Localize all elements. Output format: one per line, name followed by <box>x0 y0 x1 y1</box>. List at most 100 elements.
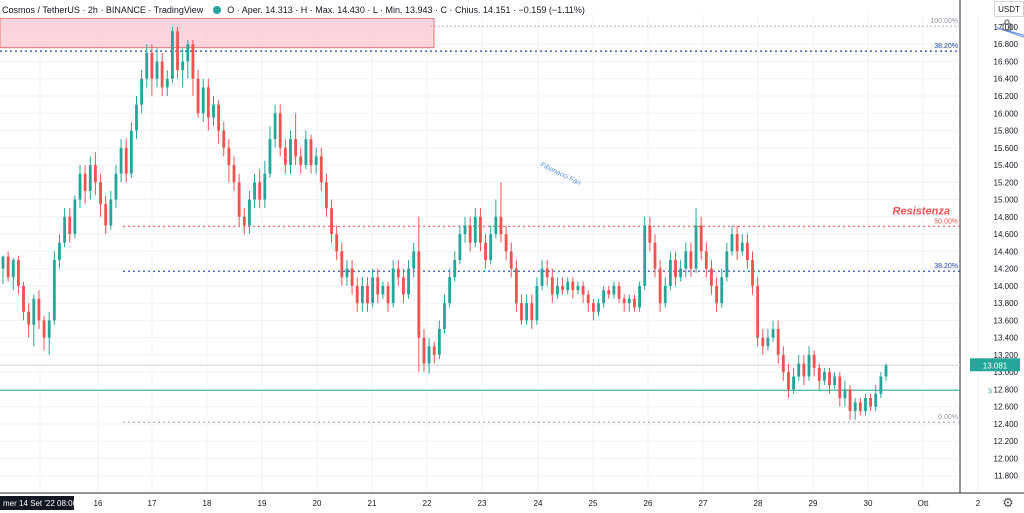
candle-body <box>104 203 108 226</box>
candle-body <box>468 225 472 243</box>
x-tick-label: 27 <box>699 499 708 508</box>
y-tick-label: 15.000 <box>994 196 1019 205</box>
chart-header: Cosmos / TetherUS · 2h · BINANCE · Tradi… <box>2 2 585 18</box>
candle-body <box>663 285 667 304</box>
candle-body <box>63 216 67 243</box>
candle-body <box>325 182 328 209</box>
lock-icon[interactable] <box>1000 18 1014 32</box>
support-tag: 3 <box>988 388 992 395</box>
candle-body <box>869 398 873 407</box>
candle-body <box>212 104 215 118</box>
candle-body <box>484 242 487 260</box>
y-tick-label: 17.000 <box>994 23 1019 32</box>
candle-body <box>504 234 508 252</box>
candle-body <box>181 61 185 71</box>
candle-body <box>355 285 359 304</box>
candle-body <box>740 242 744 252</box>
candle-body <box>330 208 333 235</box>
candle-body <box>792 376 796 390</box>
candle-body <box>73 199 77 235</box>
candle-body <box>853 402 857 412</box>
candle-body <box>16 259 20 286</box>
candle-body <box>140 78 144 105</box>
x-tick-label: 21 <box>368 499 377 508</box>
candle-body <box>720 277 724 304</box>
candle-body <box>509 251 513 269</box>
candle-body <box>848 389 852 412</box>
y-tick-label: 16.800 <box>994 40 1019 49</box>
candle-body <box>201 87 205 114</box>
x-tick-label: 28 <box>754 499 763 508</box>
candle-body <box>458 234 462 260</box>
candle-body <box>725 251 729 278</box>
candle-body <box>52 259 56 321</box>
candle-body <box>766 337 770 347</box>
candle-body <box>119 147 123 174</box>
candle-body <box>797 363 801 377</box>
y-tick-label: 12.400 <box>994 420 1019 429</box>
candle-body <box>109 199 113 226</box>
candle-body <box>99 182 102 204</box>
candle-body <box>710 268 713 286</box>
candle-body <box>884 365 888 377</box>
candle-body <box>668 259 672 286</box>
settings-icon[interactable]: ⚙ <box>1002 495 1014 510</box>
candle-body <box>93 165 97 183</box>
candle-body <box>350 268 354 286</box>
x-tick-label: 16 <box>94 499 103 508</box>
candle-body <box>206 87 210 118</box>
candle-body <box>689 251 693 269</box>
candle-body <box>453 259 457 278</box>
candle-body <box>776 329 780 355</box>
candle-body <box>402 277 405 295</box>
candle-body <box>150 52 154 79</box>
candle-body <box>1 256 5 269</box>
fib-label-0: 0.00% <box>938 414 958 421</box>
candle-body <box>396 268 400 278</box>
last-price-badge <box>970 358 1020 372</box>
candle-body <box>437 329 441 355</box>
candle-body <box>427 346 431 364</box>
candle-body <box>299 156 303 166</box>
last-price-label: 13.081 <box>983 361 1008 370</box>
candle-body <box>32 298 36 325</box>
candle-body <box>124 147 128 174</box>
candle-body <box>345 268 349 278</box>
candle-body <box>730 234 734 252</box>
candle-body <box>473 216 477 243</box>
candle-body <box>864 398 867 412</box>
candle-body <box>42 320 46 338</box>
candle-body <box>227 147 231 166</box>
candle-body <box>366 285 369 304</box>
x-tick-label: 17 <box>148 499 157 508</box>
currency-selector[interactable]: USDT <box>994 1 1024 17</box>
y-tick-label: 13.000 <box>994 368 1019 377</box>
candle-body <box>679 268 683 278</box>
candle-body <box>27 311 31 325</box>
symbol-title[interactable]: Cosmos / TetherUS · 2h · BINANCE · Tradi… <box>2 5 204 15</box>
candle-body <box>479 216 482 243</box>
candle-body <box>489 234 493 260</box>
candle-body <box>443 303 446 330</box>
y-tick-label: 15.800 <box>994 127 1019 136</box>
candle-body <box>627 298 631 304</box>
candle-body <box>643 225 647 286</box>
candle-body <box>617 285 621 299</box>
candle-body <box>556 285 559 295</box>
candle-body <box>340 251 344 278</box>
y-tick-label: 15.200 <box>994 178 1019 187</box>
market-status-icon <box>213 6 222 14</box>
candle-body <box>520 303 523 321</box>
candle-body <box>37 298 41 321</box>
candle-body <box>807 354 811 377</box>
x-tick-label: 19 <box>258 499 267 508</box>
x-tick-label: 30 <box>864 499 873 508</box>
candle-body <box>11 259 15 278</box>
candle-body <box>47 320 51 338</box>
fib-label-382-lower: 38.20% <box>934 263 958 270</box>
candle-body <box>407 268 410 295</box>
candle-body <box>745 242 749 260</box>
candle-body <box>561 285 564 291</box>
